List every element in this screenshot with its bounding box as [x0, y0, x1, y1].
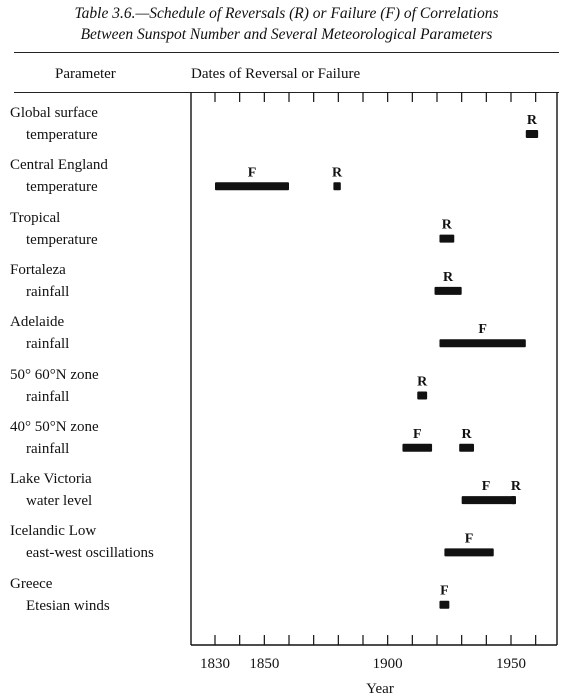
- parameter-line-1: Icelandic Low: [10, 523, 97, 540]
- event-label-f: F: [482, 479, 491, 494]
- parameter-line-1: Fortaleza: [10, 261, 66, 278]
- event-label-r: R: [332, 165, 343, 180]
- event-label-r: R: [443, 270, 454, 285]
- x-tick-label-1830: 1830: [200, 656, 230, 672]
- event-bar-r: [333, 182, 341, 191]
- event-label-f: F: [440, 584, 449, 599]
- header-rule: [14, 92, 559, 93]
- event-bar-f: [439, 600, 450, 609]
- event-label-f: F: [248, 165, 257, 180]
- parameter-label: 50° 60°N zone rainfall: [10, 364, 99, 408]
- event-label-r: R: [527, 113, 538, 128]
- event-label-r: R: [511, 479, 522, 494]
- parameter-line-2: water level: [26, 493, 93, 510]
- parameter-line-2: temperature: [26, 231, 98, 248]
- event-bar-r: [459, 443, 474, 452]
- event-label-f: F: [413, 427, 422, 442]
- parameter-label: Icelandic Low east-west oscillations: [10, 520, 154, 564]
- event-bar-f: [461, 496, 516, 505]
- parameter-line-2: rainfall: [26, 336, 70, 353]
- table-title-line-2: Between Sunspot Number and Several Meteo…: [80, 26, 493, 43]
- parameter-line-1: 40° 50°N zone: [10, 418, 99, 435]
- x-tick-label-1950: 1950: [496, 656, 526, 672]
- parameter-line-1: 50° 60°N zone: [10, 366, 99, 383]
- parameter-label: Adelaide rainfall: [10, 311, 69, 355]
- event-bar-f: [444, 548, 494, 557]
- dates-column-header: Dates of Reversal or Failure: [191, 66, 361, 82]
- event-label-r: R: [417, 375, 428, 390]
- parameter-label: Global surface temperature: [10, 102, 98, 146]
- event-bar-f: [402, 443, 433, 452]
- event-bar-r: [511, 496, 516, 505]
- parameter-line-1: Tropical: [10, 209, 61, 226]
- event-bar-r: [525, 130, 539, 138]
- event-bar-r: [434, 286, 462, 295]
- event-label-r: R: [442, 218, 453, 233]
- event-bar-r: [417, 391, 428, 400]
- parameter-line-2: rainfall: [26, 388, 70, 405]
- parameter-line-1: Global surface: [10, 105, 98, 121]
- parameter-line-1: Greece: [10, 575, 53, 592]
- parameter-line-1: Central England: [10, 157, 108, 174]
- parameter-label: Greece Etesian winds: [10, 573, 110, 617]
- event-label-f: F: [478, 322, 487, 337]
- parameter-column-header: Parameter: [55, 66, 116, 82]
- parameter-line-2: rainfall: [26, 440, 70, 457]
- parameter-label: Central England temperature: [10, 154, 108, 198]
- table-title-line-1: Table 3.6.—Schedule of Reversals (R) or …: [74, 5, 499, 22]
- parameter-label: Lake Victoria water level: [10, 468, 92, 512]
- x-axis-label: Year: [366, 681, 394, 697]
- x-tick-label-1900: 1900: [373, 656, 403, 672]
- parameter-line-1: Lake Victoria: [10, 471, 92, 488]
- parameter-line-2: east-west oscillations: [26, 545, 154, 562]
- parameter-line-2: Etesian winds: [26, 597, 110, 614]
- event-bar-r: [439, 234, 455, 243]
- event-bar-f: [215, 182, 289, 191]
- parameter-label: Tropical temperature: [10, 207, 98, 251]
- parameter-label: 40° 50°N zone rainfall: [10, 416, 99, 460]
- event-label-r: R: [462, 427, 473, 442]
- x-tick-label-1850: 1850: [249, 656, 279, 672]
- parameter-line-2: rainfall: [26, 283, 70, 300]
- top-rule: [14, 52, 559, 53]
- event-label-f: F: [465, 531, 474, 546]
- parameter-label: Fortaleza rainfall: [10, 259, 69, 303]
- parameter-line-1: Adelaide: [10, 314, 65, 331]
- event-bar-f: [439, 339, 526, 348]
- parameter-line-2: temperature: [26, 179, 98, 196]
- parameter-line-2: temperature: [26, 127, 98, 143]
